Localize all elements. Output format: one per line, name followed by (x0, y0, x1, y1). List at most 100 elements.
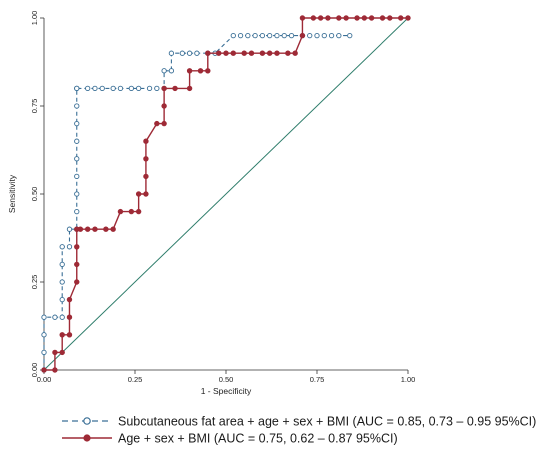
series-0-point (328, 32, 335, 39)
y-tick-label: 0.50 (30, 187, 39, 202)
y-tick-label: 0.75 (30, 99, 39, 114)
series-1-point (77, 226, 84, 232)
series-0-point (274, 32, 280, 39)
legend-swatch-marker-age-sex-bmi (83, 434, 91, 442)
x-tick-label: 1.00 (401, 375, 416, 384)
series-1-point (230, 50, 236, 56)
series-0 (41, 32, 353, 373)
series-1-point (368, 15, 375, 21)
series-1-point (186, 85, 193, 92)
series-1-point (317, 15, 324, 21)
series-0-point (168, 68, 175, 74)
series-1-point (299, 15, 306, 21)
series-1-point (59, 349, 65, 356)
series-0-point (186, 50, 193, 56)
series-1-point (135, 191, 142, 197)
series-0-point (59, 244, 65, 250)
series-0-point (74, 156, 80, 162)
series-1-point (274, 50, 280, 56)
legend-label-subcutaneous: Subcutaneous fat area + age + sex + BMI … (118, 415, 536, 429)
y-tick-label: 0.00 (30, 363, 39, 378)
series-1-point (354, 15, 360, 21)
series-0-point (161, 68, 167, 74)
series-1-point (66, 296, 73, 303)
series-0-point (281, 32, 287, 39)
series-1-point (74, 244, 80, 250)
series-0-point (288, 32, 295, 39)
ticks: 0.00 0.25 0.50 0.75 1.00 0.00 0.25 0.50 0.75 1.00 (30, 11, 415, 384)
series-1-point (41, 367, 47, 373)
series-1-point (74, 261, 80, 268)
series-1-point (161, 85, 167, 92)
series-0-point (321, 32, 327, 39)
series-0-point (336, 32, 342, 39)
series-1-point (154, 120, 160, 127)
series-1 (41, 15, 411, 373)
series-1-point (292, 50, 298, 56)
series-1-point (66, 314, 73, 320)
series-1-point (143, 173, 149, 180)
series-layer (41, 15, 411, 373)
legend: Subcutaneous fat area + age + sex + BMI … (62, 415, 536, 446)
series-1-point (143, 156, 149, 162)
series-1-point (92, 226, 98, 232)
series-0-point (66, 226, 73, 232)
series-1-point (59, 332, 65, 338)
series-0-point (59, 279, 65, 285)
series-1-point (241, 50, 247, 56)
series-1-point (197, 68, 204, 74)
series-0-point (41, 332, 47, 338)
series-1-point (117, 208, 124, 215)
series-1-point (110, 226, 116, 232)
series-0-point (128, 85, 135, 92)
series-1-point (379, 15, 386, 21)
series-0-point (66, 244, 73, 250)
series-0-point (267, 32, 273, 39)
series-1-point (310, 15, 317, 21)
series-1-point (216, 50, 222, 56)
series-1-point (143, 191, 149, 197)
series-0-point (314, 32, 320, 39)
series-1-point (52, 367, 58, 373)
series-0-point (52, 314, 58, 320)
series-0-point (194, 50, 200, 56)
y-tick-label: 1.00 (30, 11, 39, 26)
series-1-point (186, 68, 193, 74)
series-1-point (325, 15, 331, 21)
series-1-point (172, 85, 178, 92)
series-1-point (266, 50, 273, 56)
series-1-point (343, 15, 349, 21)
series-0-point (259, 32, 266, 39)
series-1-point (143, 138, 149, 144)
series-0-point (74, 103, 80, 109)
series-1-point (161, 120, 167, 127)
series-1-point (405, 15, 411, 21)
series-1-point (103, 226, 109, 232)
series-0-point (168, 50, 175, 56)
y-axis-title: Sensitivity (7, 174, 17, 213)
series-0-point (74, 208, 80, 215)
series-0-point (179, 50, 185, 56)
series-0-point (74, 120, 80, 127)
series-0-point (154, 85, 160, 92)
series-0-point (117, 85, 124, 92)
legend-item-age-sex-bmi: Age + sex + BMI (AUC = 0.75, 0.62 – 0.87… (62, 432, 398, 446)
series-1-point (66, 332, 73, 338)
series-0-point (74, 191, 80, 197)
x-tick-label: 0.00 (37, 375, 52, 384)
series-0-point (59, 296, 65, 303)
series-0-point (230, 32, 236, 39)
series-0-point (74, 173, 80, 180)
series-0-point (99, 85, 105, 92)
x-tick-label: 0.50 (219, 375, 234, 384)
series-0-point (41, 314, 47, 320)
series-0-point (92, 85, 98, 92)
series-1-point (361, 15, 368, 21)
series-1-point (299, 32, 306, 39)
series-0-point (74, 138, 80, 144)
legend-label-age-sex-bmi: Age + sex + BMI (AUC = 0.75, 0.62 – 0.87… (118, 432, 398, 446)
series-0-point (245, 32, 251, 39)
series-1-point (248, 50, 255, 56)
x-axis-title: 1 - Specificity (201, 386, 252, 396)
